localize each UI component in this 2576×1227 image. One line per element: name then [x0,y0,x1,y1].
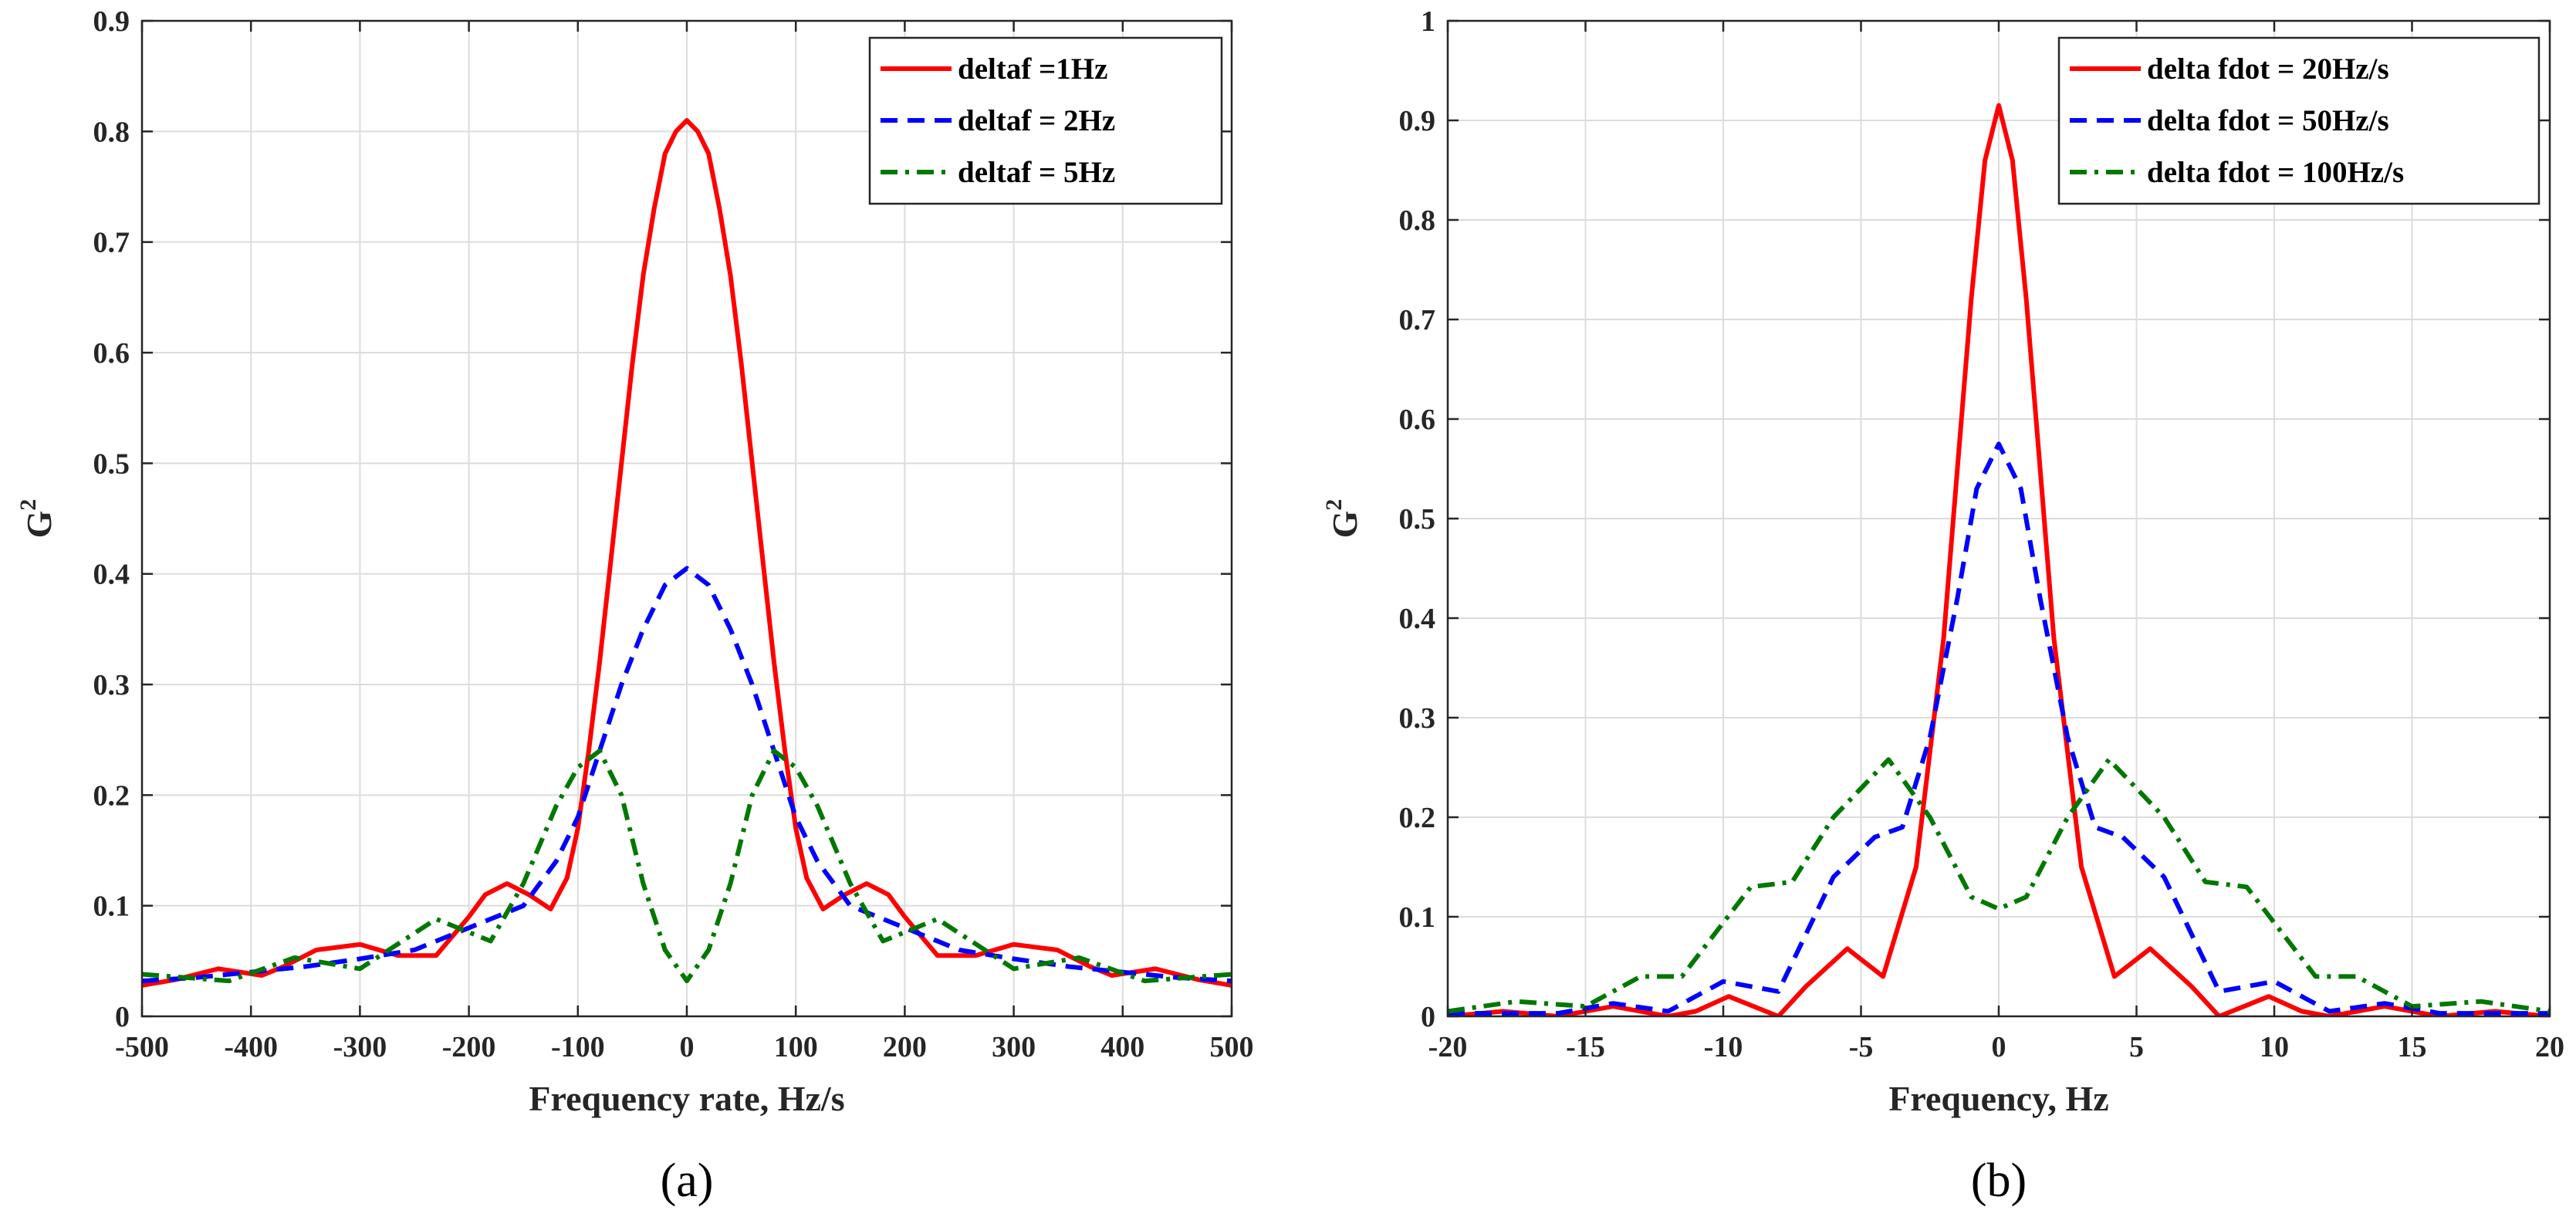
x-tick-label: 500 [1210,1031,1254,1063]
x-tick-label: 5 [2129,1031,2144,1063]
y-tick-label: 0.1 [93,891,130,923]
x-tick-label: -500 [115,1031,169,1063]
series-line-1 [1448,103,2550,1016]
y-tick-label: 0.2 [93,779,130,812]
series-line-2 [142,566,1232,984]
y-tick-label: 0 [1421,1001,1435,1033]
x-tick-label: 100 [774,1031,818,1063]
y-tick-label: 0.2 [1399,802,1436,834]
legend-entry-3: delta fdot = 100Hz/s [2147,156,2404,189]
x-tick-label: 20 [2535,1031,2564,1063]
y-tick-label: 0 [115,1001,130,1033]
panel-label: (b) [1971,1154,2027,1207]
y-tick-label: 0.5 [1399,503,1436,536]
y-tick-label: 1 [1421,5,1435,38]
x-tick-label: -20 [1428,1031,1468,1063]
x-tick-label: 400 [1100,1031,1144,1063]
x-tick-label: 15 [2398,1031,2427,1063]
legend-box [868,36,1223,205]
y-tick-label: 0.8 [93,116,130,148]
y-tick-label: 0.6 [1399,404,1436,436]
y-tick-label: 0.3 [93,669,130,701]
panel-b: -20 -15 -10 -5 0 5 10 15 20 0 0.1 0.2 0.3 0.4 0.5 0.6 0.… [1321,5,2564,1207]
y-tick-label: 0.4 [1399,603,1436,635]
y-tick-label: 0.6 [93,337,130,370]
y-tick-label: 0.7 [1399,304,1436,336]
series-line-2 [1448,441,2550,1016]
y-tick-label: 0.9 [1399,105,1436,137]
legend-entry-2: delta fdot = 50Hz/s [2147,104,2389,137]
legend: deltaf =1Hz deltaf = 2Hz deltaf = 5Hz [868,36,1223,205]
x-tick-label: -10 [1704,1031,1743,1063]
x-tick-label: -300 [333,1031,387,1063]
x-tick-label: -400 [224,1031,278,1063]
series-line-3 [1448,757,2550,1014]
y-tick-label: 0.4 [93,559,130,591]
y-tick-label: 0.8 [1399,204,1436,237]
panel-a: -500 -400 -300 -200 -100 0 100 200 300 400 500 0 0.1… [15,5,1254,1207]
y-tick-label: 0.7 [93,227,130,259]
x-tick-label: -15 [1566,1031,1605,1063]
x-tick-label: -100 [551,1031,605,1063]
panel-label: (a) [661,1154,714,1207]
legend-entry-3: deltaf = 5Hz [958,156,1115,189]
series-line-1 [142,118,1232,988]
y-tick-label: 0.9 [93,5,130,38]
legend-entry-1: delta fdot = 20Hz/s [2147,52,2389,86]
x-tick-label: -200 [442,1031,496,1063]
y-tick-label: 0.3 [1399,702,1436,735]
x-tick-label: 0 [1992,1031,2006,1063]
x-tick-label: 0 [680,1031,695,1063]
x-tick-label: 300 [992,1031,1036,1063]
y-axis-label: G2 [1321,499,1364,539]
x-tick-label: -5 [1849,1031,1874,1063]
x-axis-label: Frequency, Hz [1888,1079,2108,1118]
legend-entry-1: deltaf =1Hz [958,52,1107,86]
legend-entry-2: deltaf = 2Hz [958,104,1115,137]
legend: delta fdot = 20Hz/s delta fdot = 50Hz/s de… [2057,36,2541,205]
series-line-3 [142,749,1232,984]
x-tick-label: 200 [883,1031,927,1063]
x-axis-label: Frequency rate, Hz/s [529,1079,844,1118]
x-tick-label: 10 [2260,1031,2289,1063]
y-axis-label: G2 [15,499,59,539]
y-tick-label: 0.1 [1399,901,1436,934]
y-tick-label: 0.5 [93,448,130,480]
